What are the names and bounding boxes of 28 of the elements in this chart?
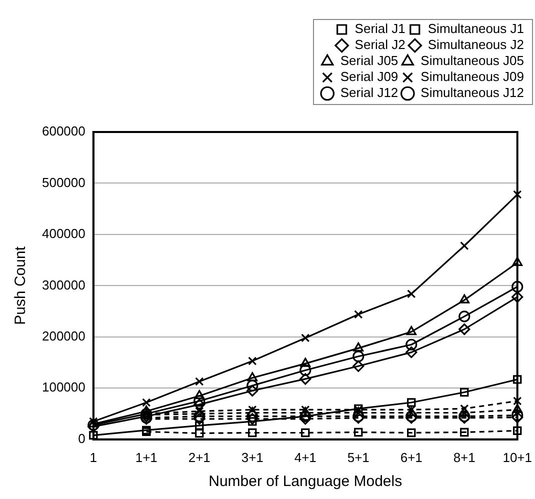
legend-label: Simultaneous J1 [428, 21, 524, 36]
x-tick-label: 3+1 [241, 450, 264, 465]
legend-label: Serial J2 [354, 37, 406, 52]
y-tick-label: 500000 [42, 174, 86, 190]
y-axis-title: Push Count [12, 246, 30, 325]
x-tick-label: 1+1 [135, 450, 158, 465]
y-tick-label: 100000 [42, 380, 86, 395]
y-tick-label: 400000 [42, 226, 86, 242]
x-tick-label: 1 [90, 450, 97, 465]
legend-label: Serial J12 [340, 85, 398, 100]
legend-label: Serial J1 [354, 21, 406, 36]
x-tick-label: 8+1 [453, 450, 476, 465]
legend-label: Simultaneous J2 [428, 37, 524, 52]
y-tick-label: 600000 [42, 124, 86, 139]
x-tick-label: 6+1 [400, 450, 422, 465]
y-tick-label: 0 [78, 430, 86, 446]
legend-label: Simultaneous J05 [420, 53, 524, 68]
legend-label: Simultaneous J09 [420, 69, 524, 84]
x-tick-label: 2+1 [188, 450, 210, 465]
legend-label: Serial J09 [340, 69, 398, 84]
x-tick-label: 10+1 [502, 450, 532, 465]
x-tick-label: 5+1 [347, 450, 370, 465]
y-tick-label: 300000 [42, 277, 86, 292]
legend-label: Serial J05 [340, 53, 398, 68]
x-axis-title: Number of Language Models [208, 473, 402, 490]
x-tick-label: 4+1 [294, 450, 316, 465]
legend-label: Simultaneous J12 [420, 85, 524, 100]
y-tick-label: 200000 [42, 328, 86, 344]
